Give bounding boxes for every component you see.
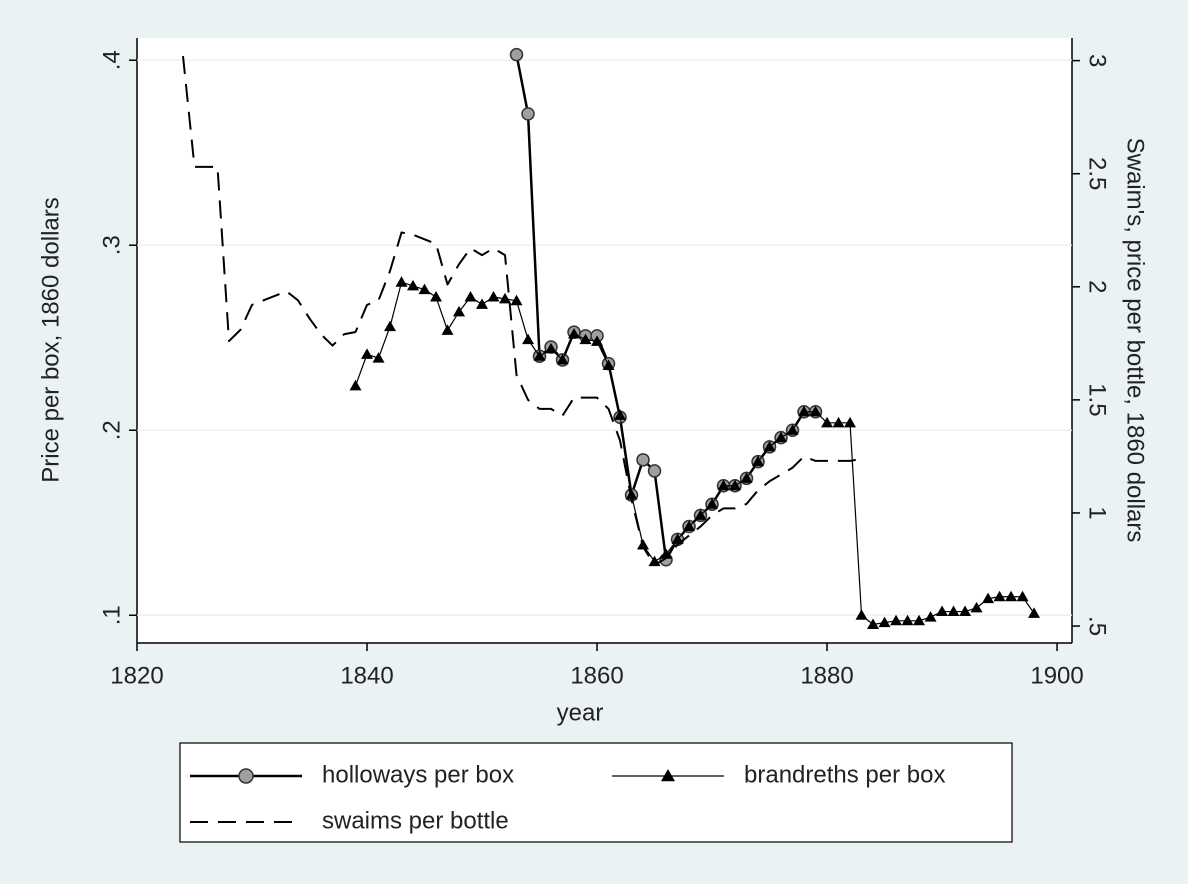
marker xyxy=(763,440,776,452)
marker xyxy=(349,379,362,391)
x-tick-label: 1900 xyxy=(1030,662,1083,689)
marker xyxy=(740,472,753,483)
x-tick-label: 1840 xyxy=(340,662,393,689)
marker xyxy=(591,335,604,346)
marker xyxy=(395,276,408,287)
marker xyxy=(809,405,822,417)
marker xyxy=(1005,590,1018,602)
marker xyxy=(993,590,1006,602)
marker xyxy=(752,455,765,467)
y-tick-label: .1 xyxy=(98,605,125,625)
marker xyxy=(924,611,937,622)
legend-marker xyxy=(238,768,254,784)
marker xyxy=(821,416,834,428)
marker xyxy=(706,498,719,509)
marker xyxy=(890,614,903,626)
marker xyxy=(545,342,558,354)
marker xyxy=(936,605,949,617)
y-tick-label: .4 xyxy=(98,50,125,70)
marker xyxy=(717,479,730,491)
marker xyxy=(855,609,868,620)
marker xyxy=(913,614,926,626)
marker xyxy=(683,520,696,531)
marker xyxy=(361,348,374,359)
marker xyxy=(878,616,891,628)
y2-tick-label: 3 xyxy=(1084,54,1111,67)
y-axis-label: Price per box, 1860 dollars xyxy=(37,197,64,483)
y2-axis-label: Swaim's, price per bottle, 1860 dollars xyxy=(1122,138,1149,543)
marker xyxy=(372,352,385,363)
y2-tick-label: 2.5 xyxy=(1084,157,1111,190)
marker xyxy=(1028,607,1041,618)
legend-marker xyxy=(661,769,675,782)
marker xyxy=(694,509,707,520)
marker xyxy=(901,614,914,626)
marker xyxy=(556,353,569,365)
marker xyxy=(509,47,524,62)
marker xyxy=(729,479,742,491)
y2-tick-label: 2 xyxy=(1084,280,1111,293)
legend-label: brandreths per box xyxy=(744,761,945,788)
marker xyxy=(453,305,466,317)
marker xyxy=(521,107,535,121)
marker xyxy=(844,416,857,428)
marker xyxy=(614,409,627,420)
marker xyxy=(1016,590,1029,602)
marker xyxy=(384,320,397,332)
marker xyxy=(867,618,880,629)
marker xyxy=(522,333,535,345)
marker xyxy=(602,359,615,370)
plot-area xyxy=(137,38,1072,643)
y-tick-label: .3 xyxy=(98,235,125,255)
marker xyxy=(487,291,500,302)
marker xyxy=(476,298,489,309)
marker xyxy=(568,328,581,339)
marker xyxy=(464,291,477,302)
marker xyxy=(970,601,983,613)
marker xyxy=(418,283,431,295)
marker xyxy=(499,292,512,304)
marker xyxy=(430,291,443,302)
marker xyxy=(982,592,995,604)
marker xyxy=(832,416,845,428)
marker xyxy=(786,424,799,435)
y-tick-label: .2 xyxy=(98,420,125,440)
marker xyxy=(947,605,960,617)
legend-label: swaims per bottle xyxy=(322,807,509,834)
marker xyxy=(407,279,420,291)
x-tick-label: 1860 xyxy=(570,662,623,689)
marker xyxy=(636,453,650,467)
x-tick-label: 1820 xyxy=(110,662,163,689)
marker xyxy=(775,431,788,443)
legend-label: holloways per box xyxy=(322,761,514,788)
x-tick-label: 1880 xyxy=(800,662,853,689)
y2-tick-label: 1 xyxy=(1084,506,1111,519)
x-axis-label: year xyxy=(557,699,604,726)
marker xyxy=(533,350,546,361)
marker xyxy=(441,324,454,335)
series-line xyxy=(182,55,862,566)
marker xyxy=(959,605,972,617)
y2-tick-label: .5 xyxy=(1084,616,1111,636)
marker xyxy=(579,333,592,345)
legend xyxy=(179,742,1013,843)
marker xyxy=(510,294,523,306)
marker xyxy=(647,464,662,478)
y2-tick-label: 1.5 xyxy=(1084,383,1111,416)
marker xyxy=(798,405,811,417)
